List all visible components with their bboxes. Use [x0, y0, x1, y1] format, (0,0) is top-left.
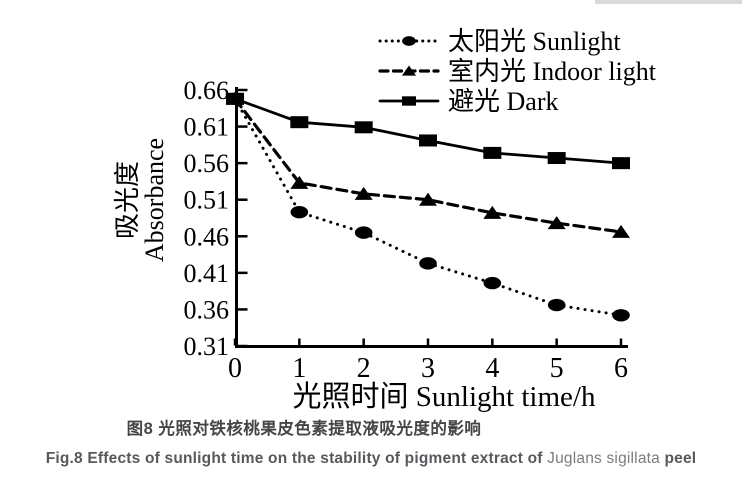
circle-marker — [402, 36, 416, 46]
circle-marker — [419, 257, 437, 270]
y-axis-title-zh: 吸光度 — [113, 161, 142, 239]
square-marker — [354, 121, 373, 134]
y-tick-label: 0.31 — [184, 332, 230, 361]
series-line — [233, 97, 623, 317]
triangle-marker — [354, 186, 373, 200]
y-axis-title-en: Absorbance — [140, 138, 169, 262]
axes — [235, 87, 628, 348]
square-marker — [547, 152, 566, 165]
triangle-marker — [483, 205, 502, 219]
caption-en-tail: peel — [659, 450, 697, 467]
y-tick-label: 0.66 — [184, 76, 230, 105]
y-tick-label: 0.61 — [184, 113, 230, 142]
legend-label: 室内光 Indoor light — [448, 57, 657, 86]
x-axis: 0 1 2 3 4 5 6 — [228, 338, 628, 384]
caption-en: Fig.8 Effects of sunlight time on the st… — [0, 450, 742, 468]
x-tick-label: 5 — [550, 353, 564, 384]
triangle-marker — [401, 65, 417, 76]
caption-en-main: Fig.8 Effects of sunlight time on the st… — [45, 450, 548, 467]
square-marker — [226, 92, 244, 105]
caption-zh: 图8 光照对铁核桃果皮色素提取液吸光度的影响 — [126, 420, 482, 438]
circle-marker — [547, 298, 566, 312]
triangle-marker — [419, 192, 437, 206]
square-marker — [401, 96, 417, 106]
x-axis-title: 光照时间 Sunlight time/h — [293, 380, 596, 412]
absorbance-line-chart: 0.66 0.61 0.56 0.51 0.46 0.41 0.36 0.310 1 2 3 4 5 6光… — [113, 27, 657, 412]
y-tick-label: 0.51 — [184, 186, 230, 215]
x-tick-label: 0 — [228, 353, 242, 384]
series-triangle — [226, 91, 630, 238]
triangle-marker — [612, 224, 630, 238]
circle-marker — [354, 226, 373, 239]
square-marker — [483, 146, 502, 159]
legend-label: 太阳光 Sunlight — [448, 27, 621, 56]
legend-item-square: 避光 Dark — [378, 87, 558, 116]
y-tick-label: 0.36 — [184, 295, 230, 324]
legend-item-triangle: 室内光 Indoor light — [378, 57, 657, 86]
triangle-marker — [547, 216, 566, 230]
circle-marker — [290, 205, 309, 219]
top-right-strip — [595, 0, 742, 4]
series-circle — [226, 92, 630, 322]
y-tick-label: 0.56 — [184, 149, 230, 178]
square-marker — [419, 134, 437, 147]
caption-en-species: Juglans sigillata — [547, 450, 660, 467]
y-axis: 0.66 0.61 0.56 0.51 0.46 0.41 0.36 0.31 — [184, 76, 248, 361]
circle-marker — [612, 309, 630, 322]
y-tick-label: 0.46 — [184, 222, 230, 251]
legend-label: 避光 Dark — [448, 87, 558, 116]
x-tick-label: 1 — [292, 353, 306, 384]
square-marker — [612, 157, 630, 170]
square-marker — [290, 116, 309, 129]
x-tick-label: 3 — [421, 353, 435, 384]
series-square — [226, 92, 630, 170]
x-tick-label: 2 — [357, 353, 371, 384]
triangle-marker — [290, 175, 309, 189]
legend-item-circle: 太阳光 Sunlight — [378, 27, 621, 56]
y-tick-label: 0.41 — [184, 259, 230, 288]
circle-marker — [483, 276, 502, 290]
x-tick-label: 4 — [485, 353, 499, 384]
x-tick-label: 6 — [614, 353, 628, 384]
